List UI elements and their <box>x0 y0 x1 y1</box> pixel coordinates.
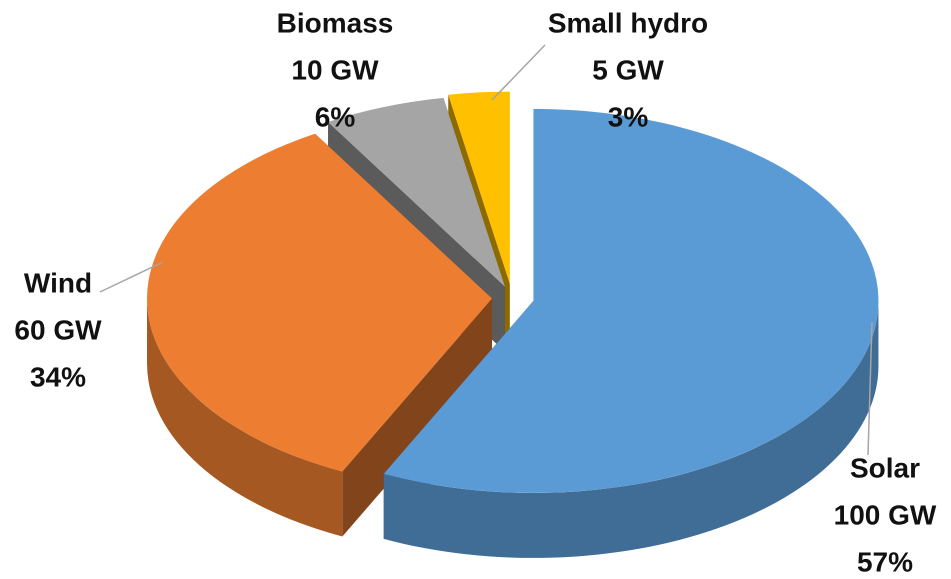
slice-side <box>342 298 493 537</box>
value-label: 10 GW <box>291 54 379 85</box>
slice <box>448 91 510 284</box>
leader-line <box>99 261 164 293</box>
labels: Solar 100 GW 57% Wind 60 GW 34% Biomass 10 GW 6%… <box>14 7 936 577</box>
value-label: 100 GW <box>834 499 937 530</box>
slice-wall <box>147 298 343 537</box>
percent-label: 34% <box>30 361 86 392</box>
leader-line <box>491 44 546 101</box>
value-label: 60 GW <box>14 314 102 345</box>
category-label: Biomass <box>277 7 394 38</box>
slice <box>147 133 493 472</box>
percent-label: 6% <box>315 101 356 132</box>
percent-label: 57% <box>857 546 913 577</box>
slice <box>328 97 505 287</box>
leader-line <box>867 321 873 456</box>
category-label: Wind <box>24 267 92 298</box>
slice-wall <box>383 300 879 558</box>
percent-label: 3% <box>608 101 649 132</box>
pie <box>147 91 879 558</box>
category-label: Solar <box>850 452 920 483</box>
category-label: Small hydro <box>548 7 708 38</box>
slice <box>383 108 879 493</box>
leader-line <box>367 117 373 125</box>
value-label: 5 GW <box>592 54 664 85</box>
